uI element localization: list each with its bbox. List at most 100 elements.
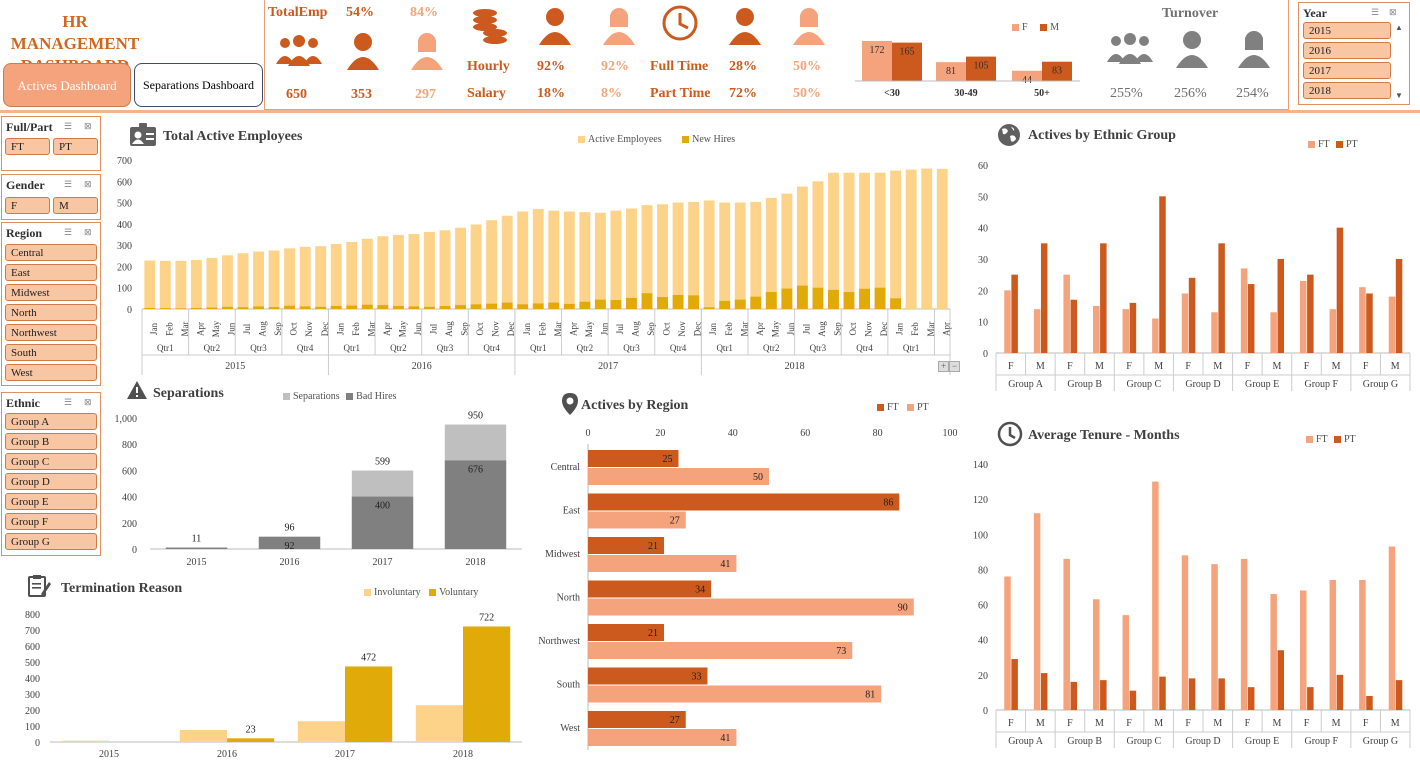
ethnic-bar-pt [1011, 274, 1018, 353]
year-slicer-title: Year [1303, 6, 1327, 20]
tenure-group-label: Group C [1126, 736, 1161, 747]
multiselect-icon[interactable]: ☰ [64, 179, 73, 189]
tenure-bar-ft [1152, 481, 1159, 710]
active-employees-bar [890, 170, 902, 309]
month-label: Sep [273, 322, 283, 336]
slicer-item-year[interactable]: 2016 [1303, 42, 1391, 59]
clear-filter-icon[interactable]: ⊠ [84, 179, 92, 189]
slicer-item-ethnic[interactable]: Group G [5, 533, 97, 550]
active-employees-bar [299, 246, 311, 309]
month-label: Apr [755, 322, 765, 336]
ethnic-group-label: Group F [1304, 379, 1338, 390]
region-category-label: Midwest [545, 549, 580, 560]
active-employees-bar [330, 244, 342, 309]
ethnic-slicer-title: Ethnic [6, 396, 41, 410]
month-label: Jun [413, 322, 423, 335]
tenure-group-label: Group E [1245, 736, 1279, 747]
new-hires-bar [874, 287, 886, 309]
active-employees-bar [486, 220, 498, 309]
totalemp-label: TotalEmp [268, 5, 328, 20]
separations-ytick-label: 200 [122, 519, 137, 530]
active-employees-bar [392, 234, 404, 309]
slicer-item-fullpart[interactable]: FT [5, 138, 50, 155]
month-label: Jul [615, 323, 625, 334]
tenure-gender-label: M [1272, 718, 1281, 729]
scroll-up-icon[interactable]: ▲ [1395, 23, 1403, 32]
globe-icon [998, 124, 1020, 146]
month-label: Jan [895, 323, 905, 335]
clear-filter-icon[interactable]: ⊠ [84, 227, 92, 237]
ethnic-gender-label: M [1332, 361, 1341, 372]
slicer-item-region[interactable]: East [5, 264, 97, 281]
slicer-item-gender[interactable]: M [53, 197, 98, 214]
termination-chart: 0 100 200 300 400 500 600 700 800 2015 23 2016 472 20… [25, 610, 522, 760]
slicer-item-region[interactable]: Northwest [5, 324, 97, 341]
ethnic-ytick-label: 0 [983, 349, 988, 360]
ethnic-gender-label: M [1272, 361, 1281, 372]
slicer-item-year[interactable]: 2017 [1303, 62, 1391, 79]
slicer-item-ethnic[interactable]: Group A [5, 413, 97, 430]
new-hires-bar [330, 306, 342, 309]
ethnic-group-label: Group G [1363, 379, 1398, 390]
quarter-label: Qtr4 [483, 343, 500, 353]
tenure-group-label: Group G [1363, 736, 1398, 747]
region-xtick-label: 20 [655, 428, 665, 439]
tenure-bar-ft [1004, 576, 1011, 710]
slicer-item-year[interactable]: 2018 [1303, 82, 1391, 99]
age-category-label: 30-49 [954, 88, 977, 99]
slicer-item-ethnic[interactable]: Group B [5, 433, 97, 450]
new-hires-bar [408, 306, 420, 309]
actives-dashboard-button[interactable]: Actives Dashboard [3, 63, 131, 107]
slicer-item-region[interactable]: Midwest [5, 284, 97, 301]
region-category-label: Central [551, 462, 581, 473]
separations-ytick-label: 800 [122, 440, 137, 451]
voluntary-value-label: 472 [361, 652, 376, 663]
month-label: Aug [258, 321, 268, 337]
region-bar-pt [588, 685, 882, 703]
separations-ytick-label: 0 [132, 545, 137, 556]
new-hires-bar [144, 307, 156, 309]
age-bar-f [862, 41, 892, 81]
separations-dashboard-button[interactable]: Separations Dashboard [134, 63, 263, 107]
region-ft-value-label: 21 [648, 628, 658, 639]
slicer-item-ethnic[interactable]: Group D [5, 473, 97, 490]
collapse-button[interactable]: − [949, 361, 960, 372]
slicer-item-region[interactable]: West [5, 364, 97, 381]
slicer-item-fullpart[interactable]: PT [53, 138, 98, 155]
slicer-item-region[interactable]: Central [5, 244, 97, 261]
active-employees-bar [517, 211, 529, 309]
expand-button[interactable]: + [938, 361, 949, 372]
slicer-item-ethnic[interactable]: Group F [5, 513, 97, 530]
multiselect-icon[interactable]: ☰ [64, 121, 73, 131]
coins-icon [473, 9, 507, 44]
month-label: Jan [708, 323, 718, 335]
totalemp-male-pct: 54% [346, 5, 374, 20]
slicer-item-gender[interactable]: F [5, 197, 50, 214]
region-ft-value-label: 33 [691, 672, 701, 683]
quarter-label: Qtr4 [856, 343, 873, 353]
tenure-bar-ft [1388, 546, 1396, 710]
clear-filter-icon[interactable]: ⊠ [1389, 7, 1397, 17]
slicer-item-region[interactable]: North [5, 304, 97, 321]
month-label: Feb [351, 322, 361, 336]
slicer-item-year[interactable]: 2015 [1303, 22, 1391, 39]
slicer-item-ethnic[interactable]: Group C [5, 453, 97, 470]
multiselect-icon[interactable]: ☰ [1371, 7, 1380, 17]
map-pin-icon [562, 393, 578, 415]
separations-chart: 0 200 400 600 800 1,000 11 2015 96 92 2016 599 400 20… [115, 411, 522, 568]
region-bar-pt [588, 642, 853, 659]
clear-filter-icon[interactable]: ⊠ [84, 397, 92, 407]
multiselect-icon[interactable]: ☰ [64, 397, 73, 407]
slicer-item-region[interactable]: South [5, 344, 97, 361]
clear-filter-icon[interactable]: ⊠ [84, 121, 92, 131]
scroll-down-icon[interactable]: ▼ [1395, 91, 1403, 100]
slicer-item-ethnic[interactable]: Group E [5, 493, 97, 510]
new-hires-bar [439, 306, 451, 309]
ethnic-group-label: Group D [1185, 379, 1220, 390]
active-employees-bar [719, 202, 731, 309]
multiselect-icon[interactable]: ☰ [64, 227, 73, 237]
tenure-bar-pt [1159, 676, 1166, 710]
termination-year-label: 2015 [99, 749, 119, 760]
ethnic-legend-pt: PT [1346, 139, 1358, 150]
new-hires-bar [750, 296, 762, 309]
